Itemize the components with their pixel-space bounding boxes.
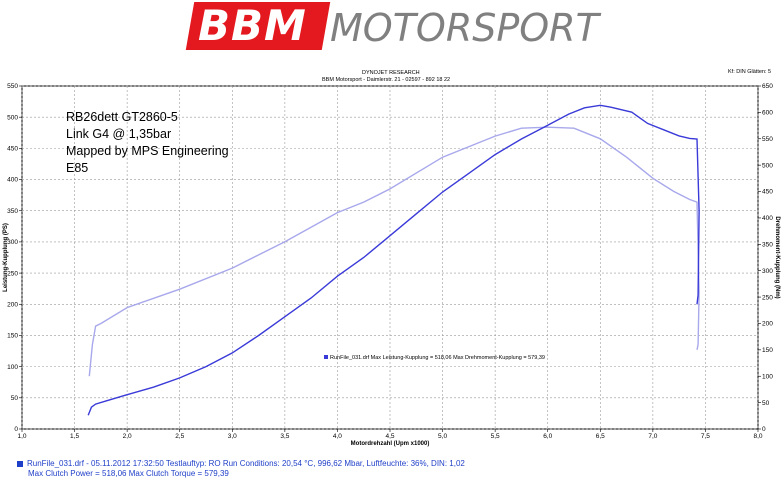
x-axis-ticks: 1,0 1,5 2,0 2,5 3,0 3,5 4,0 4,5 5,0 5,5 6,0 6,5 7,0 7… bbox=[17, 429, 763, 440]
x-tick-label: 1,5 bbox=[70, 433, 79, 440]
annotation-engine: RB26dett GT2860-5 bbox=[66, 110, 178, 124]
x-tick-label: 8,0 bbox=[753, 433, 762, 440]
y-right-tick-label: 650 bbox=[762, 83, 773, 90]
annotation-fuel: E85 bbox=[66, 161, 88, 175]
y-axis-left-label: Leistung-Kupplung (PS) bbox=[3, 223, 9, 292]
x-tick-label: 2,0 bbox=[123, 433, 132, 440]
logo-brand-text: BBM bbox=[198, 1, 307, 50]
footer-square-icon bbox=[17, 460, 23, 467]
x-tick-label: 4,0 bbox=[333, 433, 342, 440]
y-left-tick-label: 500 bbox=[7, 114, 18, 121]
torque-series-line bbox=[88, 126, 700, 377]
power-series-line bbox=[87, 104, 700, 416]
legend-swatch bbox=[324, 355, 328, 359]
y-left-tick-label: 450 bbox=[7, 146, 18, 153]
x-tick-label: 1,0 bbox=[17, 433, 26, 440]
y-right-tick-label: 450 bbox=[762, 189, 773, 196]
annotation-tuner: Mapped by MPS Engineering bbox=[66, 144, 229, 158]
footer-run-text: RunFile_031.drf - 05.11.2012 17:32:50 Te… bbox=[27, 459, 465, 468]
y-right-tick-label: 600 bbox=[762, 110, 773, 117]
y-left-tick-label: 550 bbox=[7, 83, 18, 90]
y-left-tick-label: 350 bbox=[7, 208, 18, 215]
x-tick-label: 6,0 bbox=[543, 433, 552, 440]
x-tick-label: 2,5 bbox=[175, 433, 184, 440]
x-tick-label: 5,0 bbox=[438, 433, 447, 440]
logo-brand-suffix: MOTORSPORT bbox=[330, 6, 599, 50]
footer-max-values: Max Clutch Power = 518,06 Max Clutch Tor… bbox=[28, 469, 229, 478]
x-tick-label: 7,5 bbox=[701, 433, 710, 440]
x-tick-label: 6,5 bbox=[596, 433, 605, 440]
header-address: BBM Motorsport - Daimlerstr. 21 - 02597 … bbox=[322, 77, 451, 83]
y-right-tick-label: 50 bbox=[762, 400, 770, 407]
y-right-tick-label: 100 bbox=[762, 373, 773, 380]
y-right-tick-label: 500 bbox=[762, 162, 773, 169]
y-left-tick-label: 100 bbox=[7, 364, 18, 371]
y-axis-right-ticks: 0 50 100 150 200 250 300 350 400 450 500 550 600 650 bbox=[758, 83, 773, 433]
legend-text: RunFile_031.drf Max Leistung-Kupplung = … bbox=[330, 355, 545, 361]
y-left-tick-label: 0 bbox=[14, 426, 18, 433]
y-left-tick-label: 50 bbox=[11, 395, 19, 402]
x-tick-label: 5,5 bbox=[491, 433, 500, 440]
x-tick-label: 4,5 bbox=[385, 433, 394, 440]
annotation-ecu: Link G4 @ 1,35bar bbox=[66, 127, 171, 141]
y-right-tick-label: 0 bbox=[762, 426, 766, 433]
y-right-tick-label: 250 bbox=[762, 294, 773, 301]
brand-logo: BBM MOTORSPORT bbox=[185, 1, 610, 52]
y-left-tick-label: 300 bbox=[7, 239, 18, 246]
y-right-tick-label: 150 bbox=[762, 347, 773, 354]
y-left-tick-label: 150 bbox=[7, 333, 18, 340]
x-axis-label: Motordrehzahl (Upm x1000) bbox=[351, 441, 430, 447]
y-right-tick-label: 350 bbox=[762, 242, 773, 249]
x-tick-label: 7,0 bbox=[648, 433, 657, 440]
y-right-tick-label: 400 bbox=[762, 215, 773, 222]
x-tick-label: 3,0 bbox=[228, 433, 237, 440]
y-left-tick-label: 400 bbox=[7, 177, 18, 184]
header-settings: Kf: DIN Glätten: 5 bbox=[728, 69, 772, 75]
y-right-tick-label: 550 bbox=[762, 136, 773, 143]
y-axis-left-ticks: 0 50 100 150 200 250 300 350 400 450 500 550 bbox=[7, 83, 22, 433]
x-tick-label: 3,5 bbox=[280, 433, 289, 440]
y-left-tick-label: 250 bbox=[7, 270, 18, 277]
y-axis-right-label: Drehmoment-Kupplung (Nm) bbox=[774, 216, 780, 298]
header-title: DYNOJET RESEARCH bbox=[362, 70, 420, 76]
y-right-tick-label: 300 bbox=[762, 268, 773, 275]
y-left-tick-label: 200 bbox=[7, 301, 18, 308]
grid bbox=[21, 85, 759, 430]
y-right-tick-label: 200 bbox=[762, 321, 773, 328]
footer-run-info: RunFile_031.drf - 05.11.2012 17:32:50 Te… bbox=[17, 459, 465, 468]
